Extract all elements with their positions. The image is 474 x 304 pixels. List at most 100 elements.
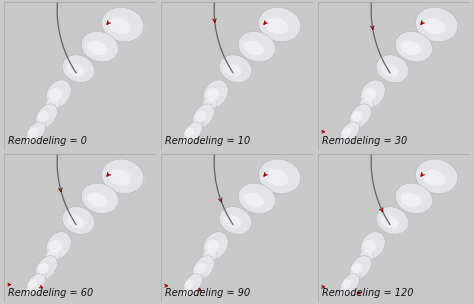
Ellipse shape [341,123,361,143]
Ellipse shape [359,249,374,263]
Ellipse shape [194,105,216,129]
Ellipse shape [360,232,385,260]
Ellipse shape [37,257,59,281]
Ellipse shape [361,233,386,260]
Ellipse shape [62,55,95,83]
Ellipse shape [377,208,410,235]
Ellipse shape [102,9,146,42]
Ellipse shape [36,256,57,280]
Ellipse shape [38,263,49,274]
Ellipse shape [182,286,192,297]
Ellipse shape [81,183,118,214]
Ellipse shape [224,215,241,228]
Ellipse shape [25,134,35,145]
Ellipse shape [238,183,275,214]
Ellipse shape [27,123,46,143]
Ellipse shape [204,81,229,109]
Ellipse shape [203,80,228,108]
Ellipse shape [62,207,95,234]
Ellipse shape [350,256,371,280]
Ellipse shape [192,256,214,280]
Ellipse shape [37,105,59,129]
Ellipse shape [87,193,107,207]
Ellipse shape [342,279,351,289]
Ellipse shape [183,122,202,143]
Ellipse shape [194,257,216,281]
Ellipse shape [396,33,435,63]
Ellipse shape [220,208,254,235]
Text: Remodeling = 10: Remodeling = 10 [164,136,250,146]
Ellipse shape [338,286,349,297]
Ellipse shape [259,7,301,42]
Ellipse shape [63,208,97,235]
Ellipse shape [47,233,73,260]
Ellipse shape [265,18,288,34]
Ellipse shape [352,111,363,122]
Text: Remodeling = 90: Remodeling = 90 [164,288,250,298]
Ellipse shape [46,232,71,260]
Ellipse shape [26,274,46,294]
Ellipse shape [47,81,73,109]
Ellipse shape [185,128,194,137]
Ellipse shape [202,249,217,263]
Ellipse shape [206,240,219,253]
Ellipse shape [377,57,410,83]
Ellipse shape [82,33,120,63]
Ellipse shape [340,122,359,143]
Ellipse shape [34,270,46,283]
Ellipse shape [192,104,214,128]
Ellipse shape [360,80,385,108]
Ellipse shape [49,240,62,253]
Ellipse shape [376,55,409,83]
Ellipse shape [352,263,363,274]
Ellipse shape [348,118,360,131]
Ellipse shape [361,81,386,109]
Ellipse shape [27,275,46,295]
Ellipse shape [206,88,219,101]
Ellipse shape [238,31,275,62]
Ellipse shape [416,7,458,42]
Ellipse shape [342,128,351,137]
Ellipse shape [401,41,421,55]
Ellipse shape [191,118,203,131]
Ellipse shape [363,88,376,101]
Ellipse shape [224,63,241,76]
Ellipse shape [109,170,131,186]
Ellipse shape [265,170,288,186]
Ellipse shape [363,240,376,253]
Ellipse shape [49,88,62,101]
Text: Remodeling = 0: Remodeling = 0 [8,136,87,146]
Ellipse shape [101,7,144,42]
Ellipse shape [184,123,203,143]
Ellipse shape [396,185,435,214]
Ellipse shape [101,159,144,194]
Ellipse shape [81,31,118,62]
Ellipse shape [416,159,458,194]
Ellipse shape [351,257,373,281]
Ellipse shape [220,57,254,83]
Ellipse shape [422,170,446,186]
Ellipse shape [259,9,303,42]
Ellipse shape [381,63,398,76]
Text: Remodeling = 30: Remodeling = 30 [321,136,407,146]
Ellipse shape [182,134,192,145]
Ellipse shape [244,41,264,55]
Ellipse shape [259,159,301,194]
Ellipse shape [401,193,421,207]
Ellipse shape [67,215,84,228]
Ellipse shape [238,33,277,63]
Ellipse shape [395,31,432,62]
Ellipse shape [109,18,131,34]
Ellipse shape [102,161,146,194]
Ellipse shape [67,63,84,76]
Ellipse shape [219,55,252,83]
Ellipse shape [34,118,46,131]
Ellipse shape [204,233,229,260]
Ellipse shape [416,161,460,194]
Ellipse shape [25,286,35,297]
Ellipse shape [46,249,60,263]
Ellipse shape [202,97,217,111]
Ellipse shape [28,279,37,289]
Ellipse shape [195,111,206,122]
Ellipse shape [184,275,203,295]
